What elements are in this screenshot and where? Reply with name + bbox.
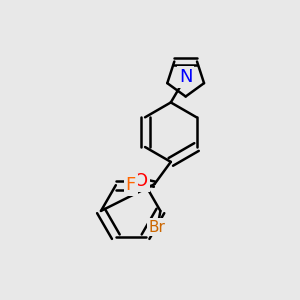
Text: F: F [126, 176, 136, 194]
Text: Br: Br [149, 220, 166, 235]
Text: N: N [179, 68, 192, 86]
Text: O: O [134, 172, 148, 190]
